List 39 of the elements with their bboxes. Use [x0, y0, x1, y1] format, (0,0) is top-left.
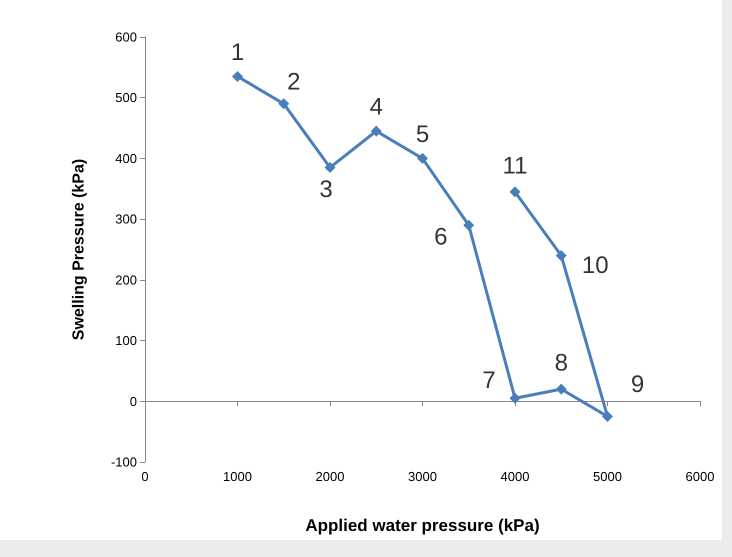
y-axis-title: Swelling Pressure (kPa): [70, 158, 88, 340]
y-tick-label: 300: [115, 212, 137, 227]
point: [417, 152, 428, 164]
x-tick-label: 3000: [408, 469, 437, 484]
point: [370, 126, 382, 137]
point: [556, 250, 567, 262]
point: [463, 220, 474, 231]
x-axis-title: Applied water pressure (kPa): [305, 516, 540, 535]
annotation: 3: [319, 176, 333, 204]
x-tick-label: 4000: [500, 469, 530, 484]
annotation: 7: [482, 366, 496, 394]
point: [602, 410, 613, 422]
annotation: 4: [370, 94, 383, 121]
y-tick-label: 400: [115, 150, 137, 166]
point: [510, 186, 520, 198]
annotation: 11: [502, 152, 528, 180]
annotation: 1: [230, 38, 244, 66]
point: [510, 392, 520, 404]
point: [232, 70, 243, 82]
annotation: 2: [287, 68, 300, 96]
annotation: 8: [554, 350, 568, 377]
x-tick-label: 0: [141, 469, 149, 484]
annotation: 9: [630, 370, 644, 398]
y-tick-label: 200: [115, 272, 137, 288]
point: [556, 384, 567, 395]
y-tick-label: -100: [110, 454, 137, 470]
x-tick-label: 1000: [223, 469, 252, 484]
x-tick-label: 5000: [593, 469, 622, 484]
y-tick-label: 0: [130, 394, 137, 409]
y-tick-label: 600: [115, 30, 137, 44]
annotation: 5: [416, 120, 430, 148]
annotation: 6: [434, 224, 448, 251]
y-tick-label: 500: [115, 90, 137, 106]
x-tick-label: 2000: [316, 469, 344, 484]
point: [278, 98, 290, 110]
y-tick-label: 100: [115, 333, 137, 348]
x-tick-label: 6000: [686, 469, 714, 484]
annotation: 10: [582, 252, 609, 280]
point: [324, 162, 336, 174]
